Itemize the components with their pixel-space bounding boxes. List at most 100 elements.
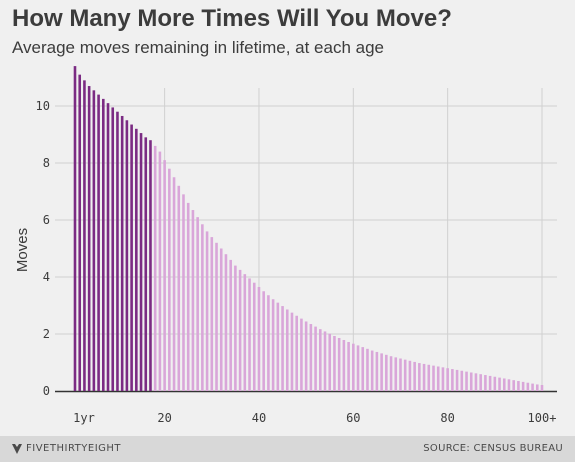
bar-age-42: [267, 295, 270, 391]
bar-age-68: [389, 356, 393, 391]
bar-age-1: [73, 66, 77, 391]
bar-age-38: [248, 278, 251, 391]
y-axis-title: Moves: [14, 228, 31, 272]
bar-age-3: [83, 80, 86, 391]
bar-age-59: [347, 341, 350, 391]
bar-age-5: [92, 90, 96, 391]
bar-age-86: [474, 373, 478, 391]
y-tick-label: 4: [43, 270, 50, 284]
bar-age-81: [451, 369, 454, 391]
bar-age-82: [455, 369, 459, 391]
brand-label: FIVETHIRTYEIGHT: [26, 443, 122, 454]
bar-age-100: [540, 385, 544, 391]
fox-icon: [12, 443, 22, 454]
bar-age-99: [535, 384, 539, 391]
bar-age-75: [422, 363, 426, 391]
bar-age-11: [120, 115, 124, 391]
x-tick-label: 20: [157, 411, 171, 425]
bar-age-84: [465, 371, 468, 391]
bar-age-21: [168, 168, 171, 391]
bar-age-91: [498, 377, 501, 391]
bar-age-58: [342, 339, 346, 391]
bar-age-47: [290, 312, 294, 392]
bar-age-35: [234, 265, 237, 391]
bar-age-15: [139, 133, 143, 391]
bar-age-44: [276, 302, 280, 391]
bars-group: [73, 66, 544, 392]
bar-age-76: [427, 364, 431, 391]
bar-age-51: [309, 324, 313, 391]
bar-age-71: [403, 359, 407, 391]
bar-age-87: [479, 374, 482, 391]
source-label: SOURCE: CENSUS BUREAU: [423, 443, 563, 454]
bar-age-12: [125, 120, 129, 391]
bar-age-49: [300, 318, 303, 391]
bar-age-80: [446, 368, 449, 391]
bar-age-6: [97, 94, 100, 391]
bar-age-57: [337, 337, 341, 391]
bar-age-16: [144, 137, 148, 391]
bar-age-74: [418, 363, 421, 391]
chart-subtitle: Average moves remaining in lifetime, at …: [12, 38, 384, 57]
bar-age-22: [172, 177, 176, 391]
y-tick-label: 6: [43, 213, 50, 227]
bar-age-66: [380, 353, 383, 391]
y-tick-label: 10: [36, 99, 50, 113]
bar-age-29: [205, 231, 209, 391]
bar-age-72: [408, 360, 412, 391]
bar-age-40: [257, 286, 261, 391]
bar-age-13: [130, 124, 133, 391]
bar-age-79: [441, 367, 445, 391]
y-tick-labels: 0 2 4 6 8 10: [36, 99, 50, 398]
bar-age-39: [252, 282, 256, 391]
bar-age-69: [394, 357, 398, 391]
bar-age-17: [149, 140, 152, 391]
bar-chart: 0 2 4 6 8 10 1yr 20 40 60 80 100+ Moves: [14, 66, 557, 425]
chart-title: How Many More Times Will You Move?: [12, 5, 452, 32]
bar-age-41: [262, 291, 265, 391]
bar-age-31: [215, 242, 218, 391]
bar-age-37: [243, 274, 247, 391]
bar-age-64: [370, 350, 374, 391]
bar-age-20: [163, 160, 166, 391]
bar-age-93: [507, 379, 511, 391]
bar-age-23: [177, 185, 181, 391]
bar-age-97: [526, 382, 530, 391]
y-tick-label: 0: [43, 384, 50, 398]
bar-age-14: [135, 128, 138, 392]
x-tick-label: 60: [346, 411, 360, 425]
bar-age-2: [78, 74, 82, 392]
bar-age-48: [295, 315, 298, 391]
bar-age-67: [385, 354, 388, 391]
bar-age-61: [356, 345, 360, 391]
x-tick-label: 1yr: [73, 411, 95, 425]
x-tick-label: 100+: [528, 411, 557, 425]
bar-age-46: [285, 309, 289, 391]
bar-age-53: [319, 329, 322, 391]
bar-age-26: [191, 210, 195, 391]
bar-age-95: [517, 381, 520, 391]
bar-age-56: [333, 336, 336, 391]
footer-bar: FIVETHIRTYEIGHT SOURCE: CENSUS BUREAU: [0, 436, 575, 462]
bar-age-85: [469, 372, 473, 391]
bar-age-19: [158, 151, 162, 391]
bar-age-78: [436, 366, 440, 391]
bar-age-98: [531, 383, 534, 391]
bar-age-25: [186, 202, 190, 391]
bar-age-88: [484, 375, 487, 391]
bar-age-50: [304, 321, 308, 391]
bar-age-92: [502, 378, 506, 391]
y-tick-label: 8: [43, 156, 50, 170]
bar-age-43: [271, 299, 275, 391]
bar-age-63: [366, 348, 369, 391]
bar-age-34: [229, 259, 232, 391]
bar-age-45: [281, 306, 284, 391]
x-tick-labels: 1yr 20 40 60 80 100+: [73, 411, 556, 425]
bar-age-96: [521, 381, 525, 391]
bar-age-7: [102, 98, 105, 392]
bar-age-73: [413, 361, 416, 391]
x-tick-label: 40: [252, 411, 266, 425]
y-tick-label: 2: [43, 327, 50, 341]
fivethirtyeight-logo: FIVETHIRTYEIGHT: [12, 443, 121, 454]
bar-age-89: [488, 375, 492, 391]
